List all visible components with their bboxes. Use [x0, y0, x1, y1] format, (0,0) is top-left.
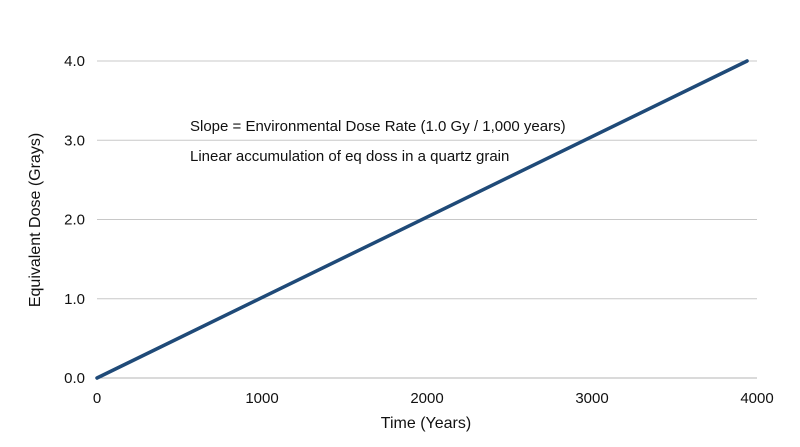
y-tick-label: 3.0	[64, 132, 85, 149]
accumulation-annotation: Linear accumulation of eq doss in a quar…	[190, 148, 509, 165]
x-axis-title: Time (Years)	[381, 415, 471, 432]
slope-annotation: Slope = Environmental Dose Rate (1.0 Gy …	[190, 118, 566, 135]
tick-labels: 0.0 1.0 2.0 3.0 4.0 0 1000 2000 3000 4000	[64, 53, 774, 407]
series-layer	[95, 59, 749, 380]
y-tick-label: 2.0	[64, 212, 85, 229]
x-tick-label: 1000	[245, 390, 278, 407]
y-tick-label: 1.0	[64, 291, 85, 308]
y-tick-label: 0.0	[64, 370, 85, 387]
x-tick-label: 0	[93, 390, 101, 407]
grid-layer	[97, 60, 757, 300]
y-axis-title: Equivalent Dose (Grays)	[27, 133, 44, 307]
dose-series-line	[95, 59, 749, 380]
x-tick-label: 4000	[740, 390, 773, 407]
y-tick-label: 4.0	[64, 53, 85, 70]
x-tick-label: 3000	[575, 390, 608, 407]
x-tick-label: 2000	[410, 390, 443, 407]
